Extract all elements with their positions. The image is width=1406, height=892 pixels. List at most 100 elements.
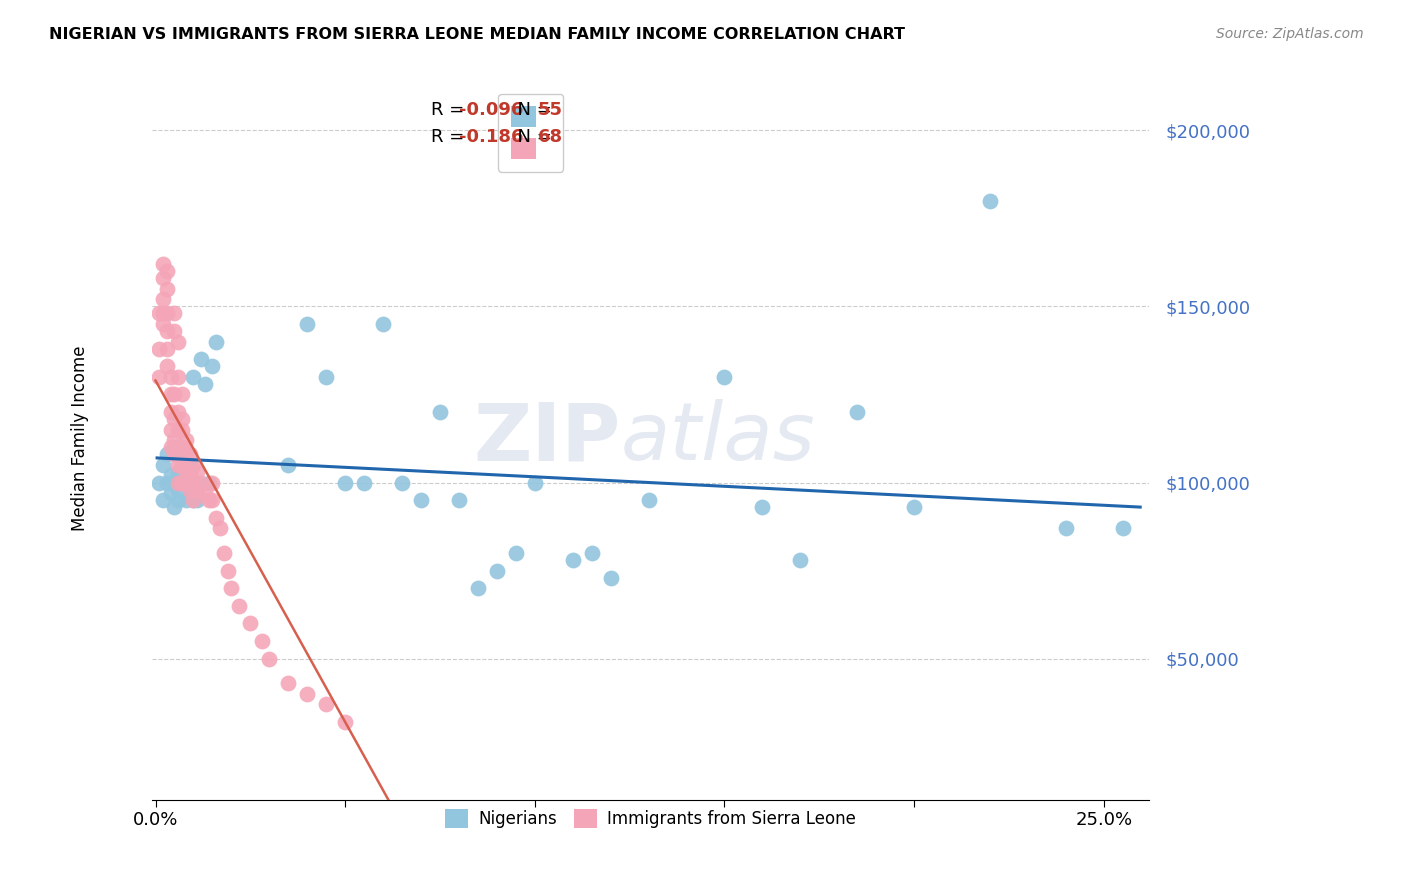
Point bbox=[156, 264, 179, 278]
Point bbox=[179, 483, 201, 497]
Point bbox=[217, 564, 239, 578]
Point bbox=[277, 676, 299, 690]
Point bbox=[159, 440, 181, 454]
Point bbox=[186, 493, 208, 508]
Point bbox=[167, 369, 190, 384]
Point bbox=[163, 306, 186, 320]
Point bbox=[190, 352, 212, 367]
Point bbox=[789, 553, 811, 567]
Point bbox=[201, 475, 224, 490]
Point bbox=[163, 500, 186, 515]
Point bbox=[148, 369, 170, 384]
Point bbox=[156, 342, 179, 356]
Point bbox=[183, 369, 205, 384]
Point bbox=[391, 475, 413, 490]
Point bbox=[212, 546, 235, 560]
Point bbox=[167, 334, 190, 349]
Point bbox=[156, 359, 179, 374]
Point bbox=[174, 475, 197, 490]
Point bbox=[208, 521, 231, 535]
Text: ZIP: ZIP bbox=[474, 400, 620, 477]
Point bbox=[335, 475, 357, 490]
Point bbox=[174, 493, 197, 508]
Point bbox=[239, 616, 262, 631]
Point bbox=[179, 465, 201, 479]
Point bbox=[172, 447, 194, 461]
Point bbox=[250, 634, 273, 648]
Point bbox=[167, 458, 190, 472]
Text: -0.186: -0.186 bbox=[458, 128, 523, 145]
Point bbox=[172, 475, 194, 490]
Point bbox=[163, 412, 186, 426]
Point bbox=[174, 434, 197, 448]
Point bbox=[505, 546, 527, 560]
Point bbox=[846, 405, 869, 419]
Point bbox=[297, 687, 319, 701]
Point bbox=[186, 465, 208, 479]
Point bbox=[467, 581, 489, 595]
Point bbox=[172, 458, 194, 472]
Point bbox=[172, 412, 194, 426]
Point bbox=[159, 387, 181, 401]
Point bbox=[159, 405, 181, 419]
Point bbox=[156, 475, 179, 490]
Point bbox=[201, 493, 224, 508]
Point bbox=[599, 571, 621, 585]
Point bbox=[637, 493, 659, 508]
Point bbox=[903, 500, 925, 515]
Text: NIGERIAN VS IMMIGRANTS FROM SIERRA LEONE MEDIAN FAMILY INCOME CORRELATION CHART: NIGERIAN VS IMMIGRANTS FROM SIERRA LEONE… bbox=[49, 27, 905, 42]
Point bbox=[152, 257, 174, 271]
Point bbox=[183, 475, 205, 490]
Point bbox=[447, 493, 470, 508]
Point bbox=[194, 486, 217, 500]
Point bbox=[163, 324, 186, 338]
Point bbox=[581, 546, 603, 560]
Point bbox=[172, 440, 194, 454]
Point bbox=[163, 440, 186, 454]
Point bbox=[228, 599, 250, 613]
Point bbox=[152, 306, 174, 320]
Point bbox=[167, 465, 190, 479]
Point bbox=[167, 493, 190, 508]
Point bbox=[156, 324, 179, 338]
Point bbox=[315, 369, 337, 384]
Text: R =: R = bbox=[432, 128, 470, 145]
Point bbox=[156, 447, 179, 461]
Point bbox=[159, 369, 181, 384]
Point bbox=[183, 493, 205, 508]
Y-axis label: Median Family Income: Median Family Income bbox=[72, 346, 89, 532]
Point bbox=[163, 475, 186, 490]
Text: -0.096: -0.096 bbox=[458, 101, 523, 119]
Text: atlas: atlas bbox=[620, 400, 815, 477]
Point bbox=[201, 359, 224, 374]
Point bbox=[371, 317, 394, 331]
Point bbox=[152, 271, 174, 285]
Point bbox=[190, 475, 212, 490]
Point bbox=[159, 486, 181, 500]
Point bbox=[152, 458, 174, 472]
Text: 55: 55 bbox=[538, 101, 562, 119]
Point bbox=[979, 194, 1001, 208]
Point bbox=[183, 493, 205, 508]
Point bbox=[167, 483, 190, 497]
Point bbox=[561, 553, 583, 567]
Point bbox=[205, 334, 228, 349]
Point bbox=[713, 369, 735, 384]
Point bbox=[197, 475, 219, 490]
Point bbox=[167, 440, 190, 454]
Point bbox=[179, 483, 201, 497]
Point bbox=[167, 405, 190, 419]
Point bbox=[167, 423, 190, 437]
Legend: Nigerians, Immigrants from Sierra Leone: Nigerians, Immigrants from Sierra Leone bbox=[439, 802, 863, 835]
Point bbox=[259, 651, 281, 665]
Point bbox=[335, 714, 357, 729]
Point bbox=[205, 510, 228, 524]
Point bbox=[751, 500, 773, 515]
Point bbox=[1054, 521, 1077, 535]
Point bbox=[409, 493, 432, 508]
Point bbox=[183, 458, 205, 472]
Point bbox=[152, 317, 174, 331]
Point bbox=[148, 475, 170, 490]
Text: N =: N = bbox=[506, 128, 557, 145]
Point bbox=[485, 564, 508, 578]
